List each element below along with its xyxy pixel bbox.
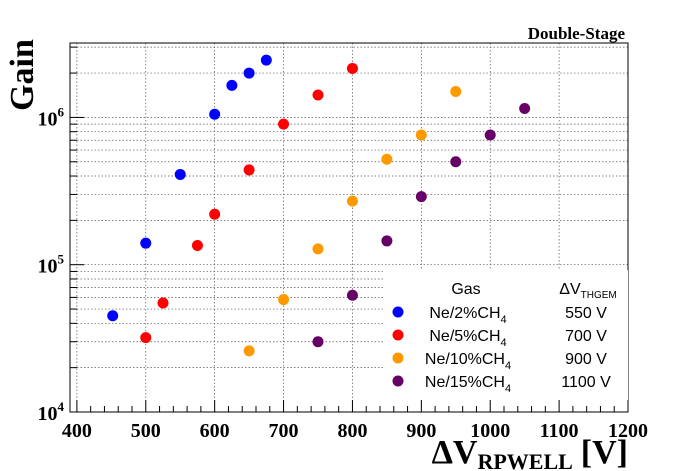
legend-label-main: Ne/5%CH xyxy=(429,328,500,345)
legend-label-subscript: 4 xyxy=(505,360,511,372)
legend-label-main: Ne/2%CH xyxy=(429,305,500,322)
data-point-series-3 xyxy=(346,195,358,207)
legend-label-series-4: Ne/15%CH4 xyxy=(425,374,511,395)
data-point-series-1 xyxy=(260,54,272,66)
x-axis-label-main: ΔV xyxy=(432,434,478,471)
data-point-series-4 xyxy=(381,235,393,247)
data-point-series-2 xyxy=(278,118,290,130)
data-point-series-2 xyxy=(346,62,358,74)
data-point-series-1 xyxy=(243,67,255,79)
data-point-series-1 xyxy=(174,168,186,180)
legend-label-subscript: 4 xyxy=(501,337,507,349)
legend-label-series-1: Ne/2%CH4 xyxy=(429,305,506,326)
data-point-series-2 xyxy=(243,164,255,176)
data-point-series-1 xyxy=(226,79,238,91)
data-point-series-4 xyxy=(312,336,324,348)
legend-marker-series-1 xyxy=(392,306,404,318)
data-point-series-1 xyxy=(107,310,119,322)
data-point-series-1 xyxy=(209,108,221,120)
data-point-series-4 xyxy=(484,129,496,141)
x-axis-label-subscript: RPWELL xyxy=(477,449,572,471)
x-tick-label: 400 xyxy=(62,420,92,442)
data-point-series-3 xyxy=(243,345,255,357)
legend-header-dv-subscript: THGEM xyxy=(581,290,617,301)
y-axis-label: Gain xyxy=(4,39,41,111)
y-tick-label-base: 10 xyxy=(38,256,58,278)
legend-header-dv: ΔVTHGEM xyxy=(559,281,616,301)
x-axis-label: ΔVRPWELL [V] xyxy=(432,434,628,471)
data-point-series-2 xyxy=(140,332,152,344)
y-tick-label-exponent: 4 xyxy=(58,399,65,414)
x-tick-label: 500 xyxy=(131,420,161,442)
legend-label-series-3: Ne/10%CH4 xyxy=(425,351,511,372)
x-tick-label: 1200 xyxy=(608,420,648,442)
legend-dv-series-1: 550 V xyxy=(565,305,607,322)
legend-dv-series-3: 900 V xyxy=(565,351,607,368)
data-point-series-2 xyxy=(312,89,324,101)
y-tick-label-exponent: 6 xyxy=(58,104,65,119)
legend-label-main: Ne/15%CH xyxy=(425,374,505,391)
data-points xyxy=(107,54,531,357)
y-tick-label: 104 xyxy=(38,399,65,425)
data-point-series-3 xyxy=(381,153,393,165)
data-point-series-2 xyxy=(191,240,203,252)
y-tick-label: 106 xyxy=(38,104,65,130)
data-point-series-4 xyxy=(450,156,462,168)
data-point-series-1 xyxy=(140,237,152,249)
legend-header-gas: Gas xyxy=(451,281,480,298)
legend-label-main: Ne/10%CH xyxy=(425,351,505,368)
legend-label-subscript: 4 xyxy=(501,314,507,326)
y-tick-label-exponent: 5 xyxy=(58,252,65,267)
x-tick-label: 900 xyxy=(406,420,436,442)
legend-dv-series-4: 1100 V xyxy=(561,374,611,391)
data-point-series-2 xyxy=(209,208,221,220)
y-tick-label-base: 10 xyxy=(38,108,58,130)
data-point-series-3 xyxy=(278,294,290,306)
y-tick-label: 105 xyxy=(38,252,65,278)
legend-marker-series-4 xyxy=(392,375,404,387)
plot-frame xyxy=(69,42,629,413)
y-tick-label-base: 10 xyxy=(38,403,58,425)
data-point-series-3 xyxy=(415,129,427,141)
x-tick-label: 1000 xyxy=(470,420,510,442)
legend-marker-series-3 xyxy=(392,352,404,364)
legend-marker-series-2 xyxy=(392,329,404,341)
data-point-series-4 xyxy=(346,289,358,301)
legend-dv-series-2: 700 V xyxy=(565,328,607,345)
legend-header-dv-main: ΔV xyxy=(559,281,581,298)
chart-title: Double-Stage xyxy=(528,24,626,43)
legend: Gas ΔVTHGEM Ne/2%CH4 550 VNe/5%CH4 700 VNe… xyxy=(385,270,628,400)
x-tick-label: 600 xyxy=(200,420,230,442)
x-axis-label-unit: [V] xyxy=(581,434,628,471)
x-tick-label: 700 xyxy=(269,420,299,442)
legend-background xyxy=(385,270,628,400)
data-point-series-2 xyxy=(157,297,169,309)
data-point-series-3 xyxy=(312,243,324,255)
data-point-series-4 xyxy=(519,102,531,114)
x-tick-label: 800 xyxy=(337,420,367,442)
legend-label-subscript: 4 xyxy=(505,383,511,395)
data-point-series-4 xyxy=(415,191,427,203)
legend-label-series-2: Ne/5%CH4 xyxy=(429,328,506,349)
x-tick-label: 1100 xyxy=(540,420,579,442)
data-point-series-3 xyxy=(450,85,462,97)
